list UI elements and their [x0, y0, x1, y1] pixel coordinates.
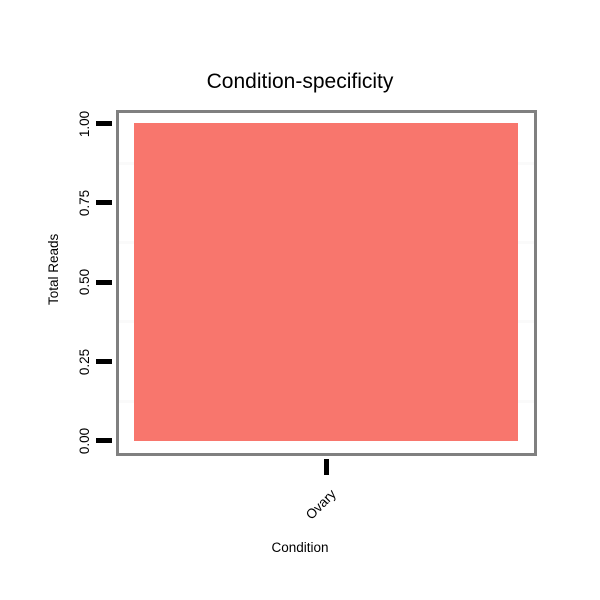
x-tick-mark-0 — [324, 459, 329, 475]
plot-area — [119, 113, 534, 453]
bar-ovary — [134, 123, 518, 441]
chart-title: Condition-specificity — [206, 70, 394, 93]
x-tick-label-ovary: Ovary — [302, 486, 339, 523]
plot-panel — [116, 110, 537, 456]
y-tick-label-2: 0.50 — [77, 268, 92, 296]
y-tick-label-1: 0.25 — [77, 348, 92, 376]
y-tick-label-3: 0.75 — [77, 189, 92, 217]
y-tick-label-0: 0.00 — [77, 427, 92, 455]
y-axis-title: Total Reads — [46, 233, 61, 305]
y-tick-mark-4 — [96, 121, 112, 126]
y-tick-label-4: 1.00 — [77, 110, 92, 138]
y-tick-mark-0 — [96, 438, 112, 443]
y-tick-mark-3 — [96, 200, 112, 205]
x-axis-title: Condition — [271, 540, 329, 555]
y-tick-mark-1 — [96, 359, 112, 364]
y-tick-mark-2 — [96, 280, 112, 285]
